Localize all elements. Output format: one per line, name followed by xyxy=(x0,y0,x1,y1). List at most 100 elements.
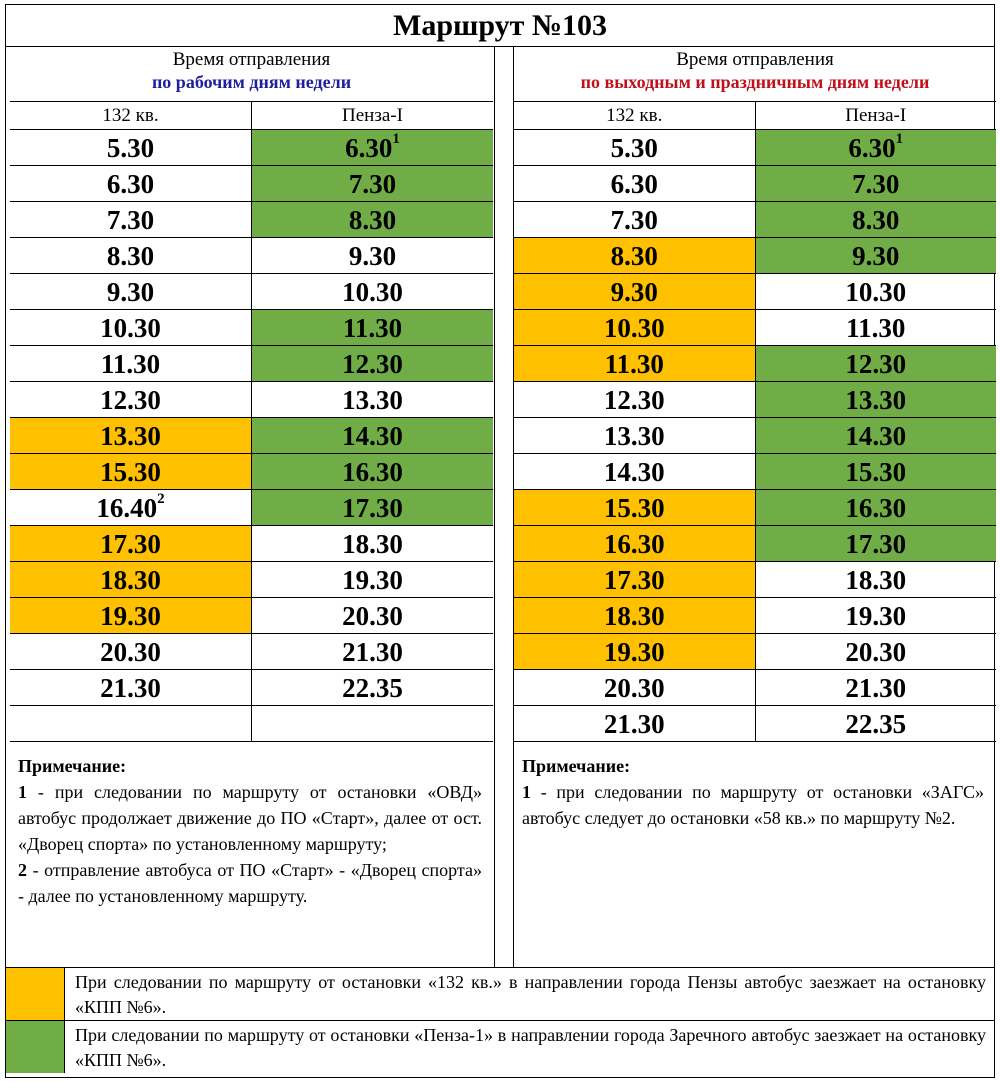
time-value: 21.30 xyxy=(100,673,161,703)
time-penza: 20.30 xyxy=(252,598,493,633)
note-text: - отправление автобуса от ПО «Старт» - «… xyxy=(18,860,482,906)
time-value: 14.30 xyxy=(603,457,665,487)
time-value: 11.30 xyxy=(342,313,403,343)
time-penza: 14.30 xyxy=(755,418,996,453)
time-value: 11.30 xyxy=(100,349,161,379)
time-132kv: 17.30 xyxy=(514,562,756,597)
time-penza: 20.30 xyxy=(756,634,997,669)
time-penza: 13.30 xyxy=(252,382,493,417)
time-value: 7.30 xyxy=(610,205,658,235)
time-value: 13.30 xyxy=(342,385,403,415)
table-row: 7.30 8.30 xyxy=(10,202,493,238)
time-value: 9.30 xyxy=(610,277,658,307)
weekday-timetable: 132 кв. Пенза-I 5.30 6.30 1 6.30 7.30 7.30 8.3… xyxy=(10,101,493,742)
time-value: 22.35 xyxy=(845,709,907,739)
time-penza: 10.30 xyxy=(756,274,997,309)
table-row: 9.30 10.30 xyxy=(514,274,996,310)
weekday-header-line1: Время отправления xyxy=(172,49,331,70)
time-penza: 17.30 xyxy=(252,490,493,525)
time-132kv: 15.30 xyxy=(514,490,756,525)
table-row: 5.30 6.301 xyxy=(10,130,493,166)
time-value: 16.30 xyxy=(342,457,403,487)
time-value: 6.30 xyxy=(345,133,393,163)
time-value: 20.30 xyxy=(603,673,665,703)
time-value: 13.30 xyxy=(603,421,665,451)
time-value: 9.30 xyxy=(852,241,900,271)
time-value: 17.30 xyxy=(603,565,665,595)
time-value: 10.30 xyxy=(603,313,665,343)
column-header-132kv: 132 кв. xyxy=(10,102,252,129)
time-value: 7.30 xyxy=(106,205,155,235)
time-value: 9.30 xyxy=(348,241,397,271)
holiday-header-line1: Время отправления xyxy=(676,49,834,70)
time-penza: 17.30 xyxy=(755,526,996,561)
time-value: 15.30 xyxy=(845,457,907,487)
note-number: 1 xyxy=(18,782,27,802)
time-penza: 18.30 xyxy=(252,526,493,561)
weekday-notes: Примечание: 1 - при следовании по маршру… xyxy=(18,753,482,909)
weekday-header: Время отправления по рабочим дням недели xyxy=(10,49,493,101)
time-132kv: 18.30 xyxy=(10,562,252,597)
holiday-notes: Примечание: 1 - при следовании по маршру… xyxy=(522,753,984,831)
time-value: 14.30 xyxy=(845,421,907,451)
time-132kv: 9.30 xyxy=(514,274,756,309)
time-132kv: 7.30 xyxy=(514,202,756,237)
time-value: 17.30 xyxy=(100,529,161,559)
time-132kv: 19.30 xyxy=(10,598,252,633)
holiday-panel: Время отправления по выходным и празднич… xyxy=(514,49,996,742)
time-value: 19.30 xyxy=(845,601,907,631)
time-value: 19.30 xyxy=(342,565,403,595)
holiday-column-headers: 132 кв. Пенза-I xyxy=(514,102,996,130)
time-value: 5.30 xyxy=(610,133,658,163)
table-row: 20.30 21.30 xyxy=(514,670,996,706)
time-value: 19.30 xyxy=(100,601,161,631)
time-value: 18.30 xyxy=(100,565,161,595)
time-132kv: 9.30 xyxy=(10,274,252,309)
time-value: 16.30 xyxy=(603,529,665,559)
weekday-column-headers: 132 кв. Пенза-I xyxy=(10,102,493,130)
weekday-rows: 5.30 6.301 6.30 7.30 7.30 8.30 8.30 9.30 9.30 10.… xyxy=(10,130,493,742)
page-title: Маршрут №103 xyxy=(6,5,994,47)
table-row: 21.30 22.35 xyxy=(514,706,996,742)
time-penza: 15.30 xyxy=(755,454,996,489)
time-penza: 22.35 xyxy=(756,706,997,741)
time-value: 9.30 xyxy=(106,277,155,307)
time-132kv: 10.30 xyxy=(514,310,756,345)
time-132kv: 8.30 xyxy=(10,238,252,273)
table-row: 5.30 6.301 xyxy=(514,130,996,166)
time-value: 20.30 xyxy=(100,637,161,667)
time-132kv: 7.30 xyxy=(10,202,252,237)
time-132kv: 11.30 xyxy=(10,346,252,381)
time-value: 6.30 xyxy=(610,169,658,199)
time-value: 7.30 xyxy=(852,169,900,199)
time-value: 15.30 xyxy=(100,457,161,487)
table-row: 11.30 12.30 xyxy=(10,346,493,382)
table-row: 12.30 13.30 xyxy=(10,382,493,418)
time-132kv: 13.30 xyxy=(514,418,756,453)
time-value: 13.30 xyxy=(100,421,161,451)
time-value: 17.30 xyxy=(845,529,907,559)
column-header-penza: Пенза-I xyxy=(342,105,403,126)
weekday-header-line2: по рабочим дням недели xyxy=(151,72,352,92)
time-penza: 6.301 xyxy=(755,130,996,165)
time-value: 21.30 xyxy=(845,673,907,703)
table-row: 19.30 20.30 xyxy=(10,598,493,634)
table-row: 19.30 20.30 xyxy=(514,634,996,670)
time-132kv: 10.30 xyxy=(10,310,252,345)
time-132kv: 16.402 xyxy=(10,490,252,525)
time-132kv: 5.30 xyxy=(10,130,252,165)
time-value: 8.30 xyxy=(348,205,397,235)
time-value: 11.30 xyxy=(846,313,906,343)
column-header-132kv: 132 кв. xyxy=(514,102,756,129)
time-value: 17.30 xyxy=(342,493,403,523)
table-row: 6.30 7.30 xyxy=(10,166,493,202)
weekday-note-1: 1 - при следовании по маршруту от остано… xyxy=(18,779,482,857)
time-132kv: 14.30 xyxy=(514,454,756,489)
time-132kv: 15.30 xyxy=(10,454,252,489)
time-value: 18.30 xyxy=(603,601,665,631)
time-132kv: 12.30 xyxy=(10,382,252,417)
table-row: 18.30 19.30 xyxy=(10,562,493,598)
time-penza: 12.30 xyxy=(252,346,493,381)
table-row: 7.30 8.30 xyxy=(514,202,996,238)
time-penza: 12.30 xyxy=(755,346,996,381)
